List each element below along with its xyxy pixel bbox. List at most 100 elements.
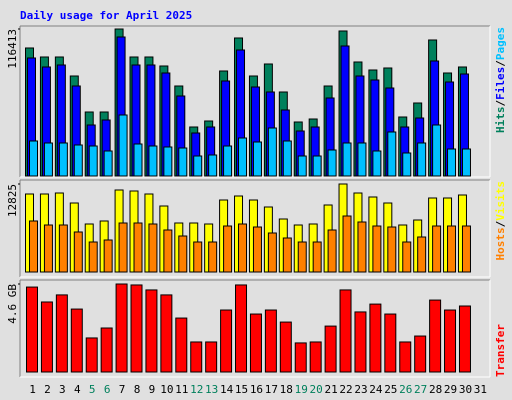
x-tick-label: 15 xyxy=(235,383,248,396)
bar xyxy=(429,299,442,373)
legend-separator: / xyxy=(494,60,507,67)
bar xyxy=(58,142,68,177)
bar xyxy=(372,150,382,177)
x-tick-label: 14 xyxy=(220,383,234,396)
bar xyxy=(55,294,68,373)
bar xyxy=(399,341,412,373)
x-tick-label: 28 xyxy=(429,383,442,396)
bar xyxy=(73,231,83,273)
x-tick-label: 5 xyxy=(89,383,96,396)
y-tick-label: 12825 xyxy=(6,184,19,217)
x-tick-label: 10 xyxy=(160,383,173,396)
legend-separator: / xyxy=(494,220,507,227)
bar xyxy=(175,317,188,373)
legend: Transfer xyxy=(494,324,507,377)
bar xyxy=(372,225,382,273)
x-tick-label: 31 xyxy=(474,383,487,396)
bar xyxy=(252,226,262,273)
bar xyxy=(447,148,457,177)
bar xyxy=(432,124,442,177)
bar xyxy=(282,140,292,177)
bar xyxy=(327,229,337,273)
bar xyxy=(447,225,457,273)
bar xyxy=(387,226,397,273)
x-tick-label: 26 xyxy=(399,383,412,396)
bar xyxy=(130,284,143,373)
bar xyxy=(208,154,218,177)
bar xyxy=(309,341,322,373)
bar xyxy=(357,221,367,273)
bar xyxy=(402,241,412,273)
bar xyxy=(88,145,98,177)
bar xyxy=(43,142,53,177)
bar xyxy=(249,313,262,373)
bar xyxy=(133,222,143,273)
legend-entry: Transfer xyxy=(494,324,507,377)
legend: Hits/Files/Pages xyxy=(494,27,507,133)
x-tick-label: 27 xyxy=(414,383,427,396)
bar xyxy=(145,289,158,373)
x-tick-label: 11 xyxy=(175,383,188,396)
bar xyxy=(327,149,337,177)
bar xyxy=(324,325,337,373)
legend-entry: Files xyxy=(494,67,507,100)
bar xyxy=(193,155,203,177)
bar xyxy=(297,155,307,177)
bar xyxy=(297,241,307,273)
bar xyxy=(238,223,248,273)
bar xyxy=(148,223,158,273)
bar xyxy=(190,341,203,373)
bar xyxy=(384,313,397,373)
bar xyxy=(267,232,277,273)
x-tick-label: 6 xyxy=(104,383,111,396)
bar xyxy=(70,308,83,373)
bar xyxy=(267,127,277,177)
bar xyxy=(223,225,233,273)
bar xyxy=(43,224,53,273)
bar xyxy=(118,114,128,177)
bar xyxy=(279,321,292,373)
x-tick-label: 18 xyxy=(280,383,293,396)
bar xyxy=(100,327,113,373)
bar xyxy=(432,225,442,273)
bar xyxy=(294,342,307,373)
bar xyxy=(103,239,113,273)
bar xyxy=(220,309,233,373)
bar xyxy=(417,236,427,273)
legend: Hosts/Visits xyxy=(494,181,507,261)
bar xyxy=(252,141,262,177)
bar xyxy=(115,283,128,373)
bar xyxy=(312,241,322,273)
bar xyxy=(160,294,173,373)
bar xyxy=(148,145,158,177)
bar xyxy=(342,142,352,177)
x-tick-label: 25 xyxy=(384,383,397,396)
x-tick-label: 30 xyxy=(459,383,472,396)
bar xyxy=(133,143,143,177)
bar xyxy=(312,155,322,177)
bar xyxy=(417,142,427,177)
y-tick-label: 4.6 GB xyxy=(6,284,19,324)
bar xyxy=(342,215,352,273)
x-tick-label: 17 xyxy=(265,383,278,396)
legend-entry: Hosts xyxy=(494,227,507,260)
bar xyxy=(282,237,292,273)
bar xyxy=(461,148,471,177)
legend-entry: Hits xyxy=(494,107,507,134)
bar xyxy=(461,225,471,273)
legend-separator: / xyxy=(494,100,507,107)
bar xyxy=(58,224,68,273)
bar xyxy=(163,229,173,273)
chart-title: Daily usage for April 2025 xyxy=(20,9,192,22)
x-tick-label: 13 xyxy=(205,383,218,396)
x-tick-label: 16 xyxy=(250,383,263,396)
bar xyxy=(208,241,218,273)
x-tick-label: 20 xyxy=(310,383,323,396)
x-tick-label: 9 xyxy=(149,383,156,396)
x-tick-label: 12 xyxy=(190,383,203,396)
bar xyxy=(193,241,203,273)
bar xyxy=(205,341,218,373)
bar xyxy=(85,337,98,373)
bar xyxy=(118,222,128,273)
bar xyxy=(458,305,471,373)
